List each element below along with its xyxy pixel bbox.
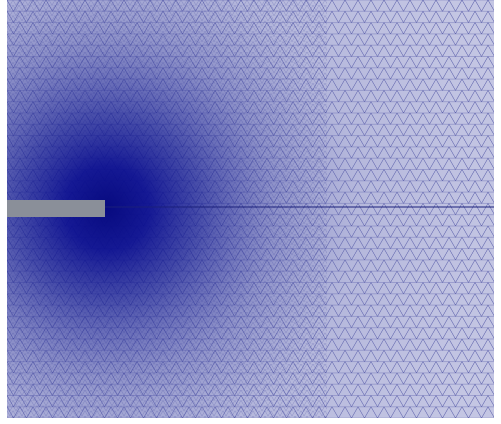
mesh-figure xyxy=(7,0,494,418)
slit-notch xyxy=(7,200,105,217)
mesh-canvas xyxy=(7,0,494,418)
